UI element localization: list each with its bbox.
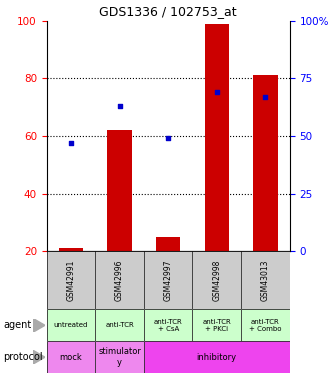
Bar <box>107 130 132 251</box>
Bar <box>59 248 83 251</box>
Text: stimulator
y: stimulator y <box>98 348 141 367</box>
Bar <box>204 24 229 251</box>
Polygon shape <box>33 319 45 332</box>
Text: anti-TCR
+ PKCi: anti-TCR + PKCi <box>202 319 231 332</box>
Text: GSM42996: GSM42996 <box>115 260 124 301</box>
Text: GSM42991: GSM42991 <box>66 260 76 301</box>
Text: GSM43013: GSM43013 <box>261 260 270 301</box>
Text: agent: agent <box>3 320 32 330</box>
Point <box>117 103 122 109</box>
Point <box>214 89 219 95</box>
Polygon shape <box>33 350 45 364</box>
Text: mock: mock <box>60 352 82 362</box>
Text: protocol: protocol <box>3 352 43 362</box>
Text: inhibitory: inhibitory <box>197 352 237 362</box>
Point <box>166 135 171 141</box>
Point <box>68 140 74 146</box>
Text: anti-TCR
+ CsA: anti-TCR + CsA <box>154 319 182 332</box>
Text: anti-TCR: anti-TCR <box>105 322 134 328</box>
Text: anti-TCR
+ Combo: anti-TCR + Combo <box>249 319 282 332</box>
Bar <box>253 75 278 251</box>
Text: GSM42998: GSM42998 <box>212 260 221 301</box>
Title: GDS1336 / 102753_at: GDS1336 / 102753_at <box>99 5 237 18</box>
Bar <box>156 237 180 251</box>
Point <box>263 94 268 100</box>
Text: GSM42997: GSM42997 <box>164 260 173 301</box>
Text: untreated: untreated <box>54 322 88 328</box>
